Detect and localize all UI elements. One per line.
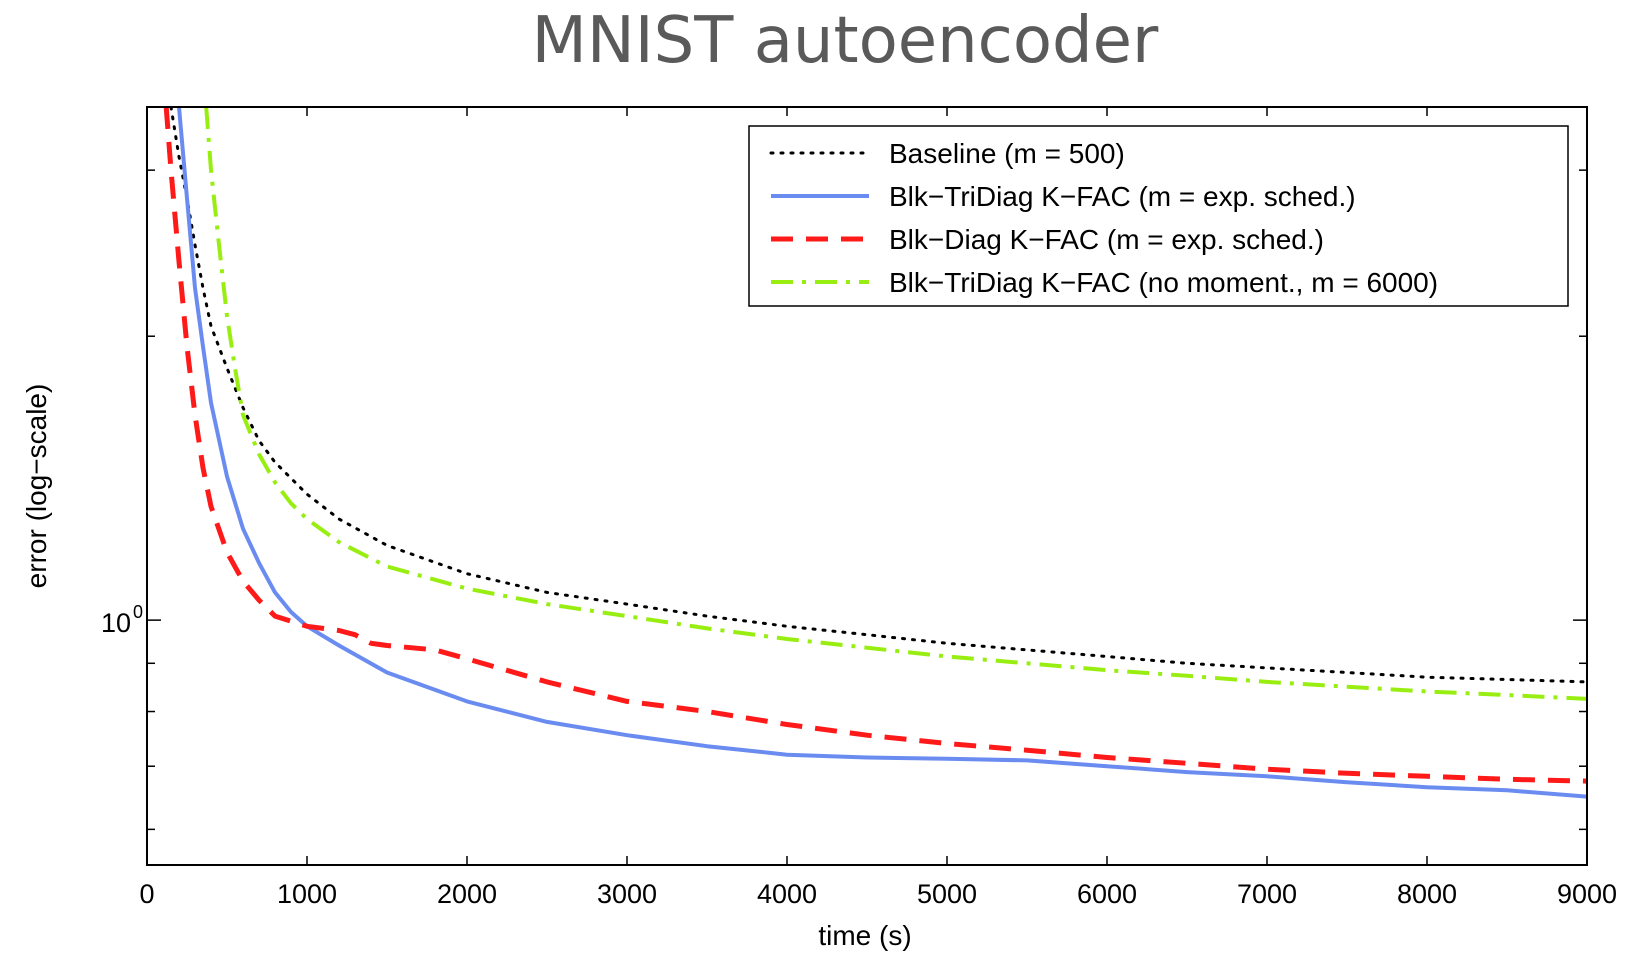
x-tick-label: 0 bbox=[139, 879, 154, 909]
legend-label-3: Blk−Diag K−FAC (m = exp. sched.) bbox=[889, 224, 1324, 255]
x-tick-label: 5000 bbox=[917, 879, 977, 909]
y-tick-label-exponent: 0 bbox=[133, 602, 143, 622]
legend-label-2: Blk−TriDiag K−FAC (m = exp. sched.) bbox=[889, 181, 1356, 212]
x-tick-label: 2000 bbox=[437, 879, 497, 909]
x-tick-label: 9000 bbox=[1557, 879, 1617, 909]
x-tick-label: 6000 bbox=[1077, 879, 1137, 909]
series-line-4 bbox=[204, 107, 1587, 701]
y-axis-label: error (log−scale) bbox=[21, 384, 52, 589]
legend-label-4: Blk−TriDiag K−FAC (no moment., m = 6000) bbox=[889, 267, 1438, 298]
x-axis-label: time (s) bbox=[818, 920, 911, 951]
plot-frame bbox=[146, 106, 1588, 866]
x-tick-label: 7000 bbox=[1237, 879, 1297, 909]
legend-box bbox=[748, 125, 1569, 307]
chart-title: MNIST autoencoder bbox=[532, 4, 1159, 78]
y-tick-label: 10 bbox=[101, 608, 131, 638]
series-line-2 bbox=[177, 107, 1587, 799]
x-tick-label: 8000 bbox=[1397, 879, 1457, 909]
x-tick-label: 4000 bbox=[757, 879, 817, 909]
series-line-1 bbox=[169, 107, 1587, 684]
x-tick-label: 3000 bbox=[597, 879, 657, 909]
x-tick-label: 1000 bbox=[277, 879, 337, 909]
legend-label-1: Baseline (m = 500) bbox=[889, 138, 1125, 169]
series-line-3 bbox=[163, 107, 1587, 784]
legend: Baseline (m = 500) Blk−TriDiag K−FAC (m =… bbox=[748, 125, 1569, 307]
